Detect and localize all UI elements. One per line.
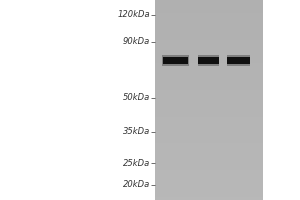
Polygon shape <box>154 137 262 140</box>
Polygon shape <box>154 120 262 123</box>
Polygon shape <box>154 123 262 127</box>
Polygon shape <box>154 13 262 17</box>
Polygon shape <box>154 113 262 117</box>
Polygon shape <box>154 43 262 47</box>
Polygon shape <box>154 87 262 90</box>
Polygon shape <box>154 157 262 160</box>
Polygon shape <box>154 50 262 53</box>
Polygon shape <box>154 27 262 30</box>
Polygon shape <box>154 93 262 97</box>
Polygon shape <box>154 60 262 63</box>
Polygon shape <box>154 140 262 143</box>
Polygon shape <box>154 190 262 193</box>
Polygon shape <box>154 197 262 200</box>
Text: 50kDa: 50kDa <box>123 93 150 102</box>
Polygon shape <box>163 55 188 66</box>
Polygon shape <box>154 177 262 180</box>
Polygon shape <box>154 100 262 103</box>
Polygon shape <box>154 33 262 37</box>
Polygon shape <box>154 153 262 157</box>
Polygon shape <box>154 30 262 33</box>
Polygon shape <box>154 147 262 150</box>
Polygon shape <box>154 160 262 163</box>
Polygon shape <box>154 117 262 120</box>
Polygon shape <box>198 57 219 64</box>
Polygon shape <box>198 55 219 66</box>
Polygon shape <box>154 7 262 10</box>
Polygon shape <box>154 3 262 7</box>
Polygon shape <box>154 163 262 167</box>
Polygon shape <box>154 170 262 173</box>
Polygon shape <box>154 193 262 197</box>
Polygon shape <box>227 55 250 66</box>
Polygon shape <box>154 167 262 170</box>
Text: 20kDa: 20kDa <box>123 180 150 189</box>
Polygon shape <box>154 150 262 153</box>
Polygon shape <box>154 133 262 137</box>
Polygon shape <box>154 127 262 130</box>
Polygon shape <box>154 77 262 80</box>
Polygon shape <box>154 10 262 13</box>
Polygon shape <box>154 110 262 113</box>
Polygon shape <box>154 63 262 67</box>
Polygon shape <box>154 17 262 20</box>
Polygon shape <box>154 143 262 147</box>
Polygon shape <box>163 57 188 64</box>
Text: 25kDa: 25kDa <box>123 159 150 168</box>
Polygon shape <box>154 107 262 110</box>
Polygon shape <box>227 57 250 64</box>
Polygon shape <box>154 187 262 190</box>
Polygon shape <box>154 97 262 100</box>
Text: 35kDa: 35kDa <box>123 127 150 136</box>
Polygon shape <box>154 57 262 60</box>
Polygon shape <box>154 20 262 23</box>
Polygon shape <box>154 23 262 27</box>
Polygon shape <box>154 47 262 50</box>
Polygon shape <box>154 70 262 73</box>
Polygon shape <box>154 90 262 93</box>
Polygon shape <box>154 180 262 183</box>
Polygon shape <box>154 73 262 77</box>
Polygon shape <box>154 0 262 3</box>
Polygon shape <box>154 103 262 107</box>
Polygon shape <box>154 40 262 43</box>
Polygon shape <box>154 53 262 57</box>
Polygon shape <box>154 183 262 187</box>
Text: 90kDa: 90kDa <box>123 37 150 46</box>
Polygon shape <box>154 37 262 40</box>
Polygon shape <box>154 173 262 177</box>
Polygon shape <box>154 130 262 133</box>
Polygon shape <box>154 67 262 70</box>
Text: 120kDa: 120kDa <box>117 10 150 19</box>
Polygon shape <box>154 83 262 87</box>
Polygon shape <box>154 80 262 83</box>
